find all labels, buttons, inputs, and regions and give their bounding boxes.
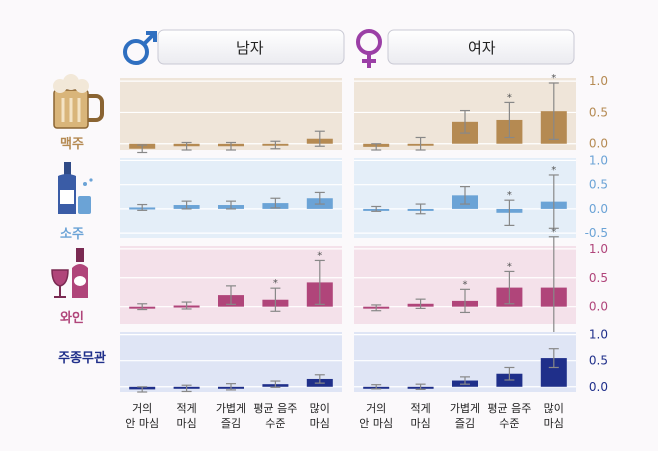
header-female-label: 여자 bbox=[468, 39, 496, 57]
row-label-3: 주종무관 bbox=[58, 350, 106, 366]
header-male-label: 남자 bbox=[236, 39, 264, 57]
category-label-female-2-0: 가볍게 bbox=[450, 402, 480, 415]
tick-label-3-1: 0.5 bbox=[589, 354, 608, 368]
category-label-female-3-1: 수준 bbox=[499, 417, 519, 430]
tick-label-2-0: 1.0 bbox=[589, 242, 608, 256]
beer-mug-icon bbox=[53, 74, 104, 129]
tick-label-3-2: 0.0 bbox=[589, 380, 608, 394]
header-female: 여자 bbox=[356, 29, 575, 68]
category-label-male-1-1: 마심 bbox=[176, 417, 196, 430]
category-label-female-2-1: 즐김 bbox=[455, 417, 475, 430]
sig-marker-female-2-3: * bbox=[507, 261, 512, 272]
category-label-male-4-0: 많이 bbox=[310, 402, 330, 415]
tick-label-3-0: 1.0 bbox=[589, 328, 608, 342]
tick-label-2-2: 0.0 bbox=[589, 300, 608, 314]
tick-label-1-3: -0.5 bbox=[585, 226, 608, 240]
category-label-female-1-0: 적게 bbox=[410, 402, 430, 415]
row-label-1: 소주 bbox=[60, 227, 84, 242]
category-label-female-1-1: 마심 bbox=[410, 417, 430, 430]
female-symbol-icon bbox=[356, 29, 382, 68]
sig-marker-female-2-4: * bbox=[551, 227, 556, 238]
category-label-male-0-1: 안 마심 bbox=[125, 417, 159, 430]
category-label-female-0-1: 안 마심 bbox=[359, 417, 393, 430]
tick-label-2-1: 0.5 bbox=[589, 271, 608, 285]
row-label-2: 와인 bbox=[60, 310, 84, 326]
male-symbol-icon bbox=[123, 31, 157, 65]
sig-marker-female-1-3: * bbox=[507, 190, 512, 201]
category-label-female-3-0: 평균 음주 bbox=[487, 402, 531, 415]
sig-marker-female-0-4: * bbox=[551, 73, 556, 84]
panel-male-1 bbox=[120, 158, 342, 238]
sig-marker-female-0-3: * bbox=[507, 92, 512, 103]
sig-marker-male-2-3: * bbox=[273, 278, 278, 289]
category-label-male-2-0: 가볍게 bbox=[216, 402, 246, 415]
row-label-0: 맥주 bbox=[60, 136, 84, 152]
category-label-female-4-0: 많이 bbox=[544, 402, 564, 415]
category-label-male-2-1: 즐김 bbox=[221, 417, 241, 430]
tick-label-0-1: 0.5 bbox=[589, 105, 608, 119]
category-label-male-3-1: 수준 bbox=[265, 417, 285, 430]
tick-label-0-2: 0.0 bbox=[589, 137, 608, 151]
soju-bottle-icon bbox=[58, 162, 93, 214]
tick-label-1-2: 0.0 bbox=[589, 202, 608, 216]
category-label-female-4-1: 마심 bbox=[544, 417, 564, 430]
category-label-male-3-0: 평균 음주 bbox=[253, 402, 297, 415]
sig-marker-female-1-4: * bbox=[551, 165, 556, 176]
tick-label-1-1: 0.5 bbox=[589, 178, 608, 192]
panel-male-2 bbox=[120, 246, 342, 324]
panel-male-3 bbox=[120, 332, 342, 392]
tick-label-0-0: 1.0 bbox=[589, 74, 608, 88]
category-label-male-1-0: 적게 bbox=[176, 402, 196, 415]
sig-marker-male-2-4: * bbox=[317, 250, 322, 261]
wine-glass-bottle-icon bbox=[51, 248, 88, 298]
plot-area: 맥주 * * 1.0 0.5 0.0 소주 * * 1.0 0.5 0.0 -0.5 와인 * * * * * 1.0… bbox=[58, 73, 608, 430]
category-label-male-0-0: 거의 bbox=[132, 402, 152, 415]
tick-label-1-0: 1.0 bbox=[589, 153, 608, 167]
category-label-female-0-0: 거의 bbox=[366, 402, 386, 415]
header-male: 남자 bbox=[123, 29, 345, 65]
category-label-male-4-1: 마심 bbox=[310, 417, 330, 430]
sig-marker-female-2-2: * bbox=[463, 279, 468, 290]
panel-male-0 bbox=[120, 78, 342, 150]
